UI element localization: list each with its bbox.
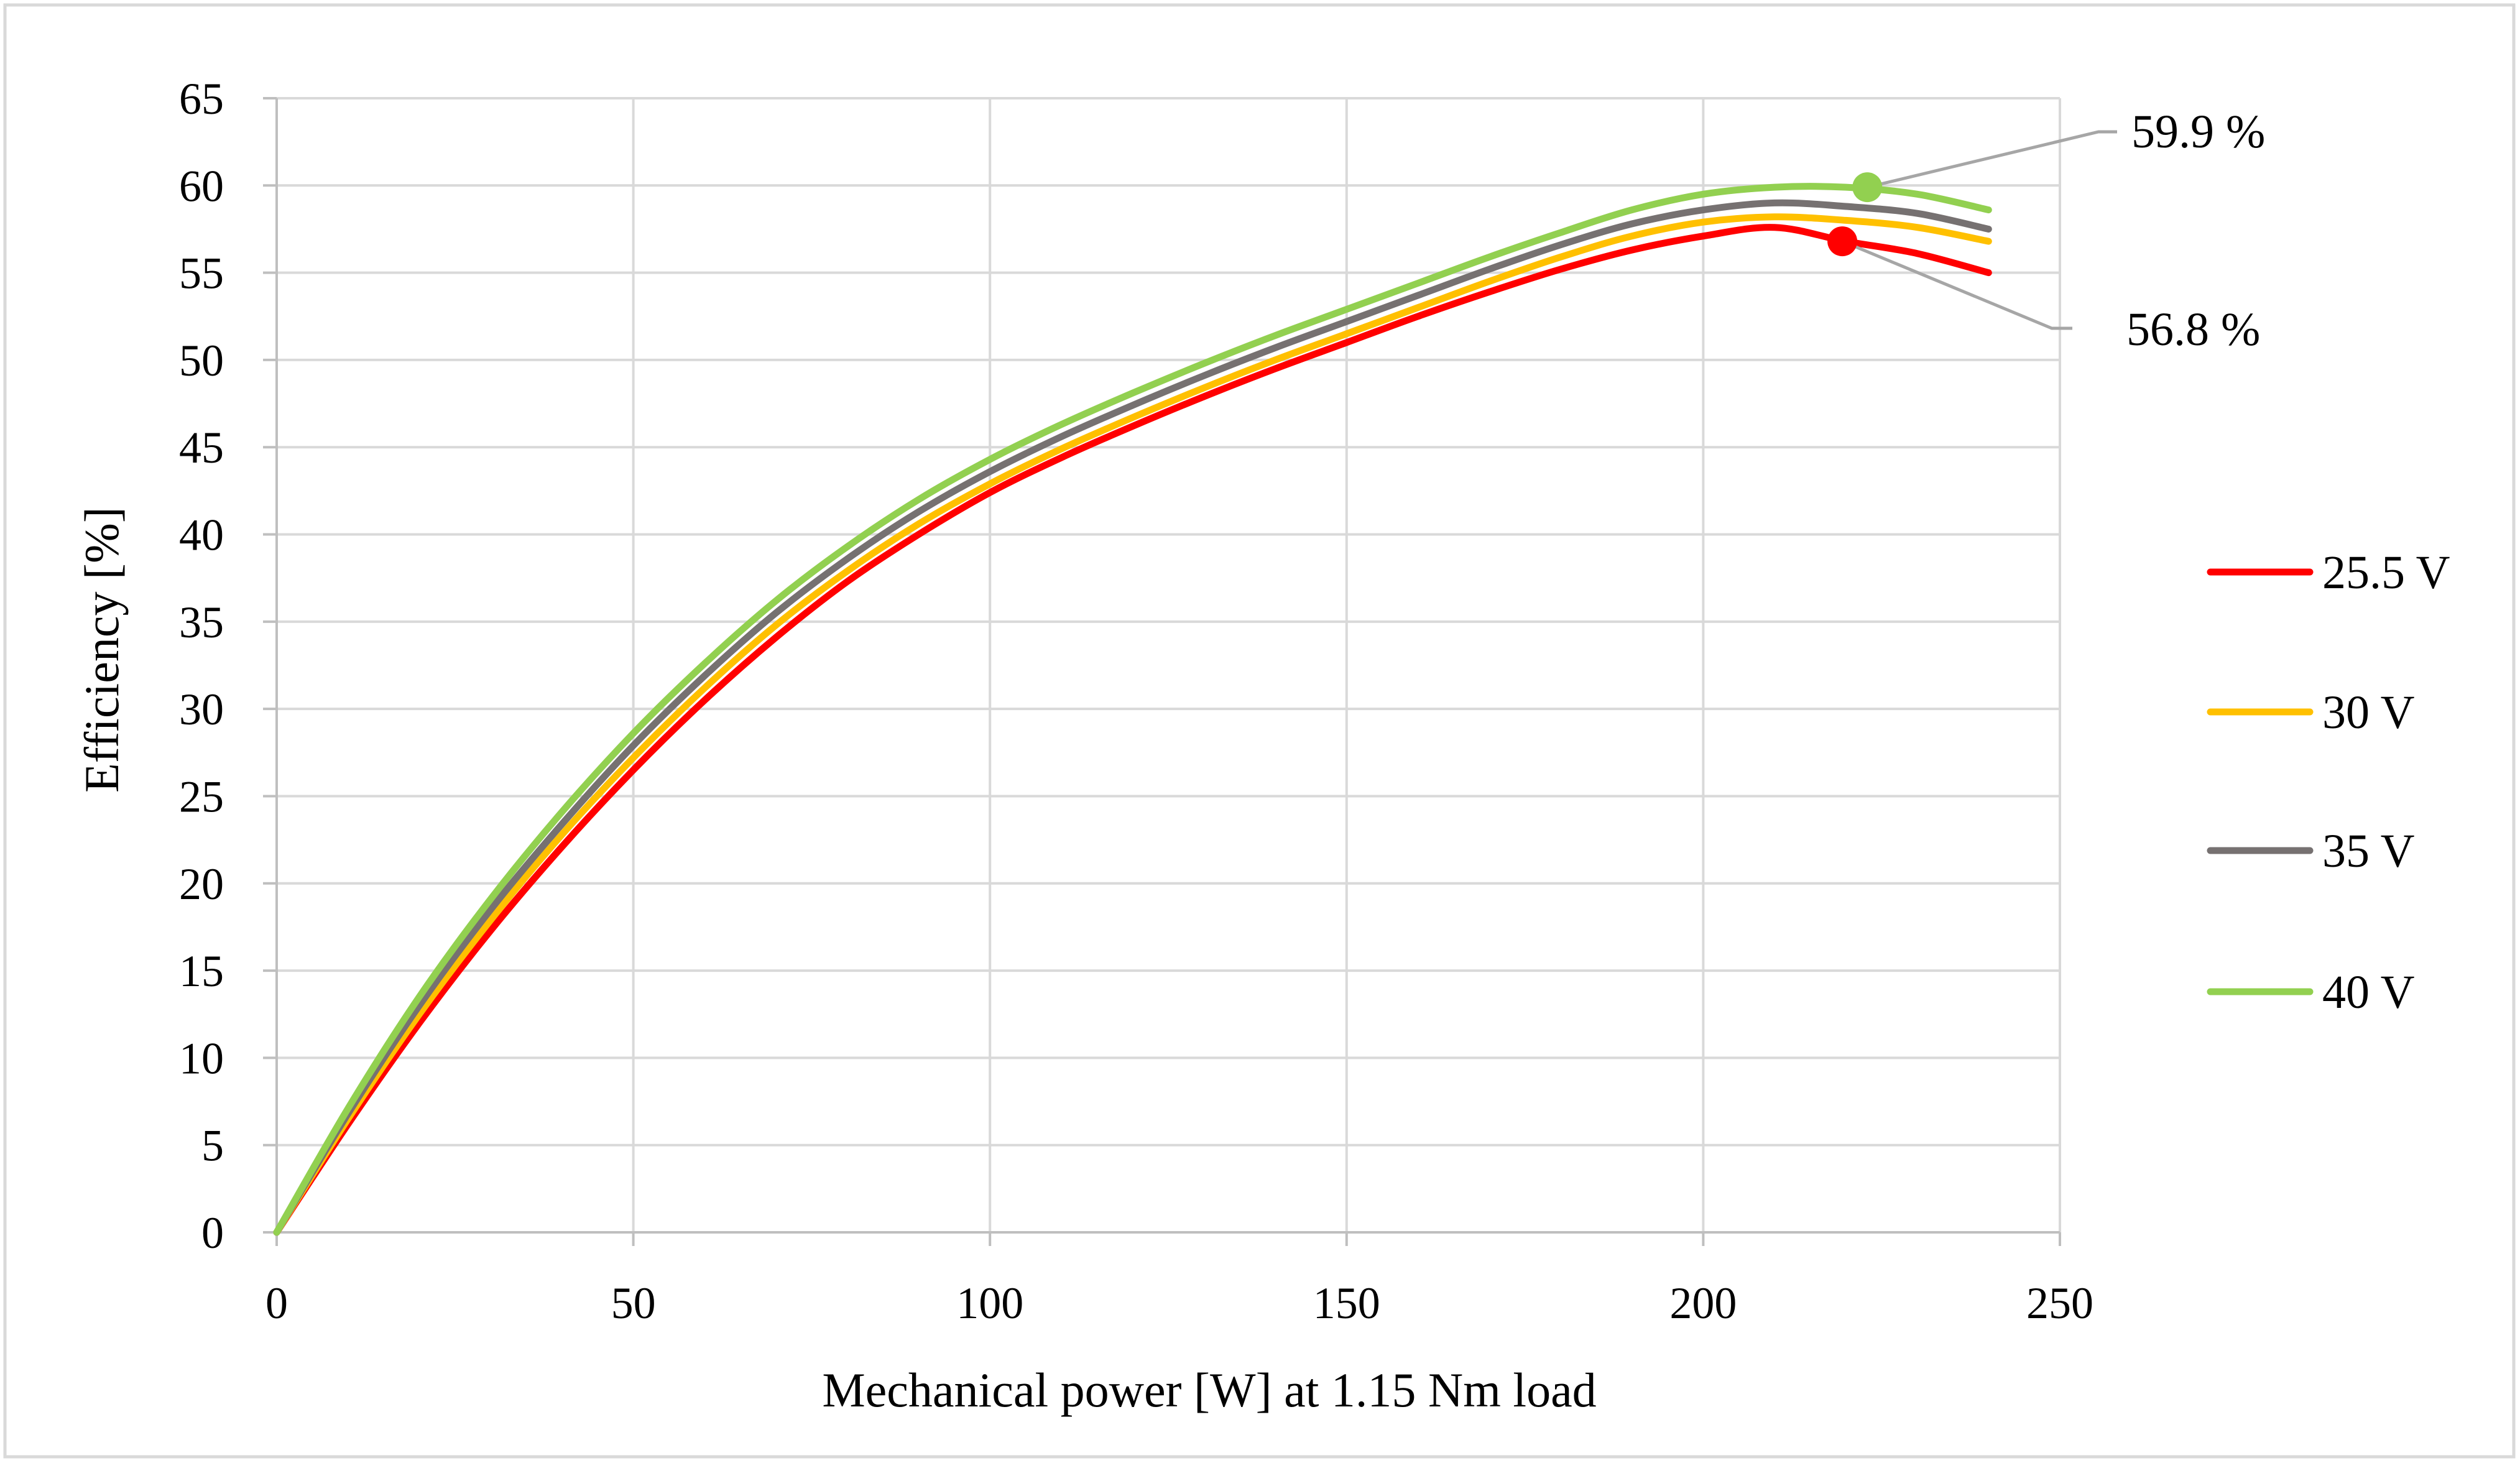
y-tick-label: 40 — [179, 510, 224, 560]
annotation-label: 56.8 % — [2126, 303, 2260, 356]
legend-label-35-v: 35 V — [2322, 825, 2415, 877]
x-tick-label: 250 — [2026, 1278, 2093, 1328]
y-tick-label: 20 — [179, 859, 224, 909]
series-line-25-5-v — [273, 224, 1992, 1236]
x-tick-label: 150 — [1313, 1278, 1380, 1328]
annotation-group: 59.9 % 56.8 % — [1827, 106, 2265, 356]
annotation-leader-line — [1867, 130, 2117, 189]
x-tick-label: 100 — [956, 1278, 1023, 1328]
legend-label-25-5-v: 25.5 V — [2322, 547, 2450, 599]
annotation-label: 59.9 % — [2131, 106, 2265, 158]
y-tick-label: 30 — [179, 685, 224, 734]
annotation-marker — [1827, 226, 1858, 257]
x-tick-label: 50 — [611, 1278, 656, 1328]
grid-group — [277, 97, 2061, 1232]
y-tick-label: 55 — [179, 249, 224, 298]
legend-label-40-v: 40 V — [2322, 966, 2415, 1018]
legend-group: 25.5 V 30 V 35 V 40 V — [2207, 547, 2450, 1018]
y-tick-label: 50 — [179, 336, 224, 385]
x-axis-title: Mechanical power [W] at 1.15 Nm load — [822, 1363, 1596, 1417]
x-tick-label: 0 — [265, 1278, 288, 1328]
annotation-marker — [1852, 172, 1883, 203]
series-line-40-v — [273, 183, 1992, 1236]
x-tick-label: 200 — [1669, 1278, 1737, 1328]
y-tick-label: 0 — [201, 1208, 224, 1258]
series-line-35-v — [273, 199, 1992, 1236]
y-tick-label: 5 — [201, 1121, 224, 1171]
legend-label-30-v: 30 V — [2322, 686, 2415, 739]
chart-border — [3, 3, 2516, 1459]
series-line-30-v — [273, 213, 1992, 1236]
y-tick-label: 10 — [179, 1033, 224, 1083]
y-tick-label: 35 — [179, 598, 224, 647]
y-tick-label: 15 — [179, 946, 224, 996]
annotation-leader-line — [1842, 239, 2072, 330]
axis-group: 0 5 10 15 20 25 30 35 40 45 50 55 60 65 0 50 100 150 200 25… — [179, 74, 2093, 1328]
y-axis-title: Efficiency [%] — [75, 507, 129, 793]
series-group — [273, 183, 1992, 1236]
y-tick-label: 65 — [179, 74, 224, 124]
y-tick-label: 25 — [179, 772, 224, 821]
y-tick-label: 45 — [179, 423, 224, 473]
y-tick-label: 60 — [179, 161, 224, 211]
